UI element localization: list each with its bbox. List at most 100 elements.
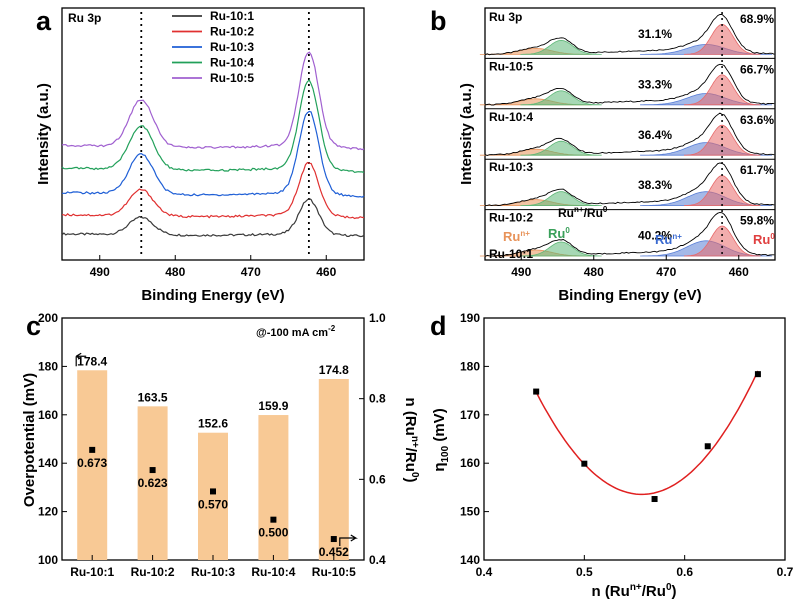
a-legend-label: Ru-10:1 — [210, 9, 254, 23]
panel-b-label: b — [430, 6, 447, 36]
c-ratio-point — [330, 536, 337, 543]
panel-d-frame — [483, 317, 786, 561]
panel-c-y2label: n (Run+/Ru0) — [402, 397, 420, 482]
b-xtick-label: 490 — [511, 265, 531, 279]
a-series-line — [61, 79, 365, 174]
c-ratio-point — [270, 516, 277, 523]
a-xtick-label: 480 — [165, 265, 185, 279]
y2label-sup2: 0 — [409, 472, 420, 478]
d-xtick-label: 0.6 — [676, 565, 693, 579]
b-xtick-label: 470 — [656, 265, 676, 279]
b-run-left-label: Run+ — [503, 229, 530, 244]
a-legend-label: Ru-10:2 — [210, 25, 254, 39]
c-right-axis-arrow — [339, 534, 358, 547]
b-ru0-percent: 63.6% — [740, 113, 774, 127]
d-ylabel-end: (mV) — [431, 408, 448, 446]
b-fit-component — [683, 124, 761, 156]
b-fit-component — [520, 90, 602, 106]
c-xtick-label: Ru-10:4 — [251, 565, 295, 579]
c-xtick-label: Ru-10:2 — [131, 565, 175, 579]
c-ratio-point — [89, 446, 96, 453]
c-ytick-label: 140 — [38, 456, 58, 470]
b-sample-label: Ru-10:2 — [489, 211, 533, 225]
panel-b-title: Ru 3p — [489, 10, 522, 24]
c-ratio-label: 0.452 — [319, 545, 349, 559]
c-ytick-label: 180 — [38, 359, 58, 373]
c-ratio-label: 0.500 — [258, 526, 288, 540]
a-series-line — [61, 161, 365, 220]
b-run-percent: 36.4% — [638, 128, 672, 142]
b-envelope-line — [484, 112, 775, 156]
d-xlabel-sup2: 0 — [666, 582, 672, 593]
c-ratio-label: 0.673 — [77, 456, 107, 470]
a-series-line — [61, 51, 365, 151]
d-fit-curve — [535, 370, 759, 496]
b-envelope-line — [485, 162, 775, 206]
b-envelope-line — [484, 63, 775, 106]
a-legend-label: Ru-10:5 — [210, 71, 254, 85]
panel-b-ylabel: Intensity (a.u.) — [458, 83, 475, 185]
b-run-percent: 31.1% — [638, 27, 672, 41]
b-sample-label: Ru-10:1 — [489, 247, 533, 261]
panel-a-ylabel: Intensity (a.u.) — [35, 83, 52, 185]
b-ru0-red-label: Ru0 — [753, 232, 775, 247]
d-ytick-label: 170 — [460, 408, 480, 422]
c-y2tick-label: 0.4 — [369, 553, 386, 567]
b-sample-label: Ru-10:5 — [489, 59, 533, 73]
a-series-line — [61, 197, 365, 238]
b-run-percent: 33.3% — [638, 77, 672, 91]
c-bar — [318, 378, 349, 560]
c-xtick-label: Ru-10:5 — [312, 565, 356, 579]
a-legend-label: Ru-10:4 — [210, 56, 254, 70]
y2label-end: ) — [402, 478, 419, 483]
b-ru0-percent: 61.7% — [740, 163, 774, 177]
d-xlabel-sup1: n+ — [630, 582, 642, 593]
c-xtick-label: Ru-10:1 — [70, 565, 114, 579]
panel-b-chart: Ru 3p Ru-10:5 31.1% 68.9% Ru-10:4 33.3% 66.7%… — [458, 7, 776, 304]
c-bar-value-label: 159.9 — [258, 399, 288, 413]
b-fit-component — [520, 39, 602, 55]
b-run-percent: 38.3% — [638, 178, 672, 192]
c-ratio-label: 0.570 — [198, 497, 228, 511]
d-ytick-label: 140 — [460, 553, 480, 567]
a-xtick-label: 470 — [241, 265, 261, 279]
annotation-sup: -2 — [328, 324, 336, 333]
c-y2tick-label: 1.0 — [369, 311, 386, 325]
panel-d-xlabel: n (Run+/Ru0) — [591, 582, 676, 600]
b-sample-label: Ru-10:4 — [489, 110, 533, 124]
d-data-point — [704, 443, 711, 450]
c-left-axis-arrow — [75, 352, 87, 360]
a-xtick-label: 490 — [90, 265, 110, 279]
y2label-main: n (Ru — [402, 397, 419, 435]
c-bar-value-label: 163.5 — [138, 390, 168, 404]
b-ru0-green-label: Ru0 — [548, 226, 570, 241]
y2label-mid: /Ru — [402, 448, 419, 472]
b-xtick-label: 480 — [584, 265, 604, 279]
d-ylabel-main: η — [431, 463, 448, 472]
panel-c-annotation: @-100 mA cm-2 — [256, 324, 336, 339]
c-ratio-point — [210, 488, 216, 495]
b-ru0-percent: 68.9% — [740, 12, 774, 26]
b-run-percent: 40.2% — [638, 229, 672, 243]
b-envelope-line — [484, 13, 775, 56]
c-bar — [258, 415, 289, 560]
a-xtick-label: 460 — [316, 265, 336, 279]
d-xtick-label: 0.7 — [777, 565, 794, 579]
panel-b-xlabel: Binding Energy (eV) — [558, 287, 701, 304]
d-ytick-label: 150 — [460, 505, 480, 519]
c-ytick-label: 160 — [38, 408, 58, 422]
b-ru0-percent: 59.8% — [740, 214, 774, 228]
b-envelope-line — [484, 212, 775, 257]
c-bar — [137, 406, 168, 560]
y2label-sup1: n+ — [409, 436, 420, 448]
d-xtick-label: 0.4 — [476, 565, 493, 579]
panel-b-frame — [484, 7, 776, 261]
c-ytick-label: 120 — [38, 505, 58, 519]
d-xlabel-mid: /Ru — [642, 583, 666, 600]
c-bar-value-label: 178.4 — [77, 354, 107, 368]
d-xtick-label: 0.5 — [576, 565, 593, 579]
d-ytick-label: 160 — [460, 456, 480, 470]
d-ytick-label: 180 — [460, 359, 480, 373]
d-xlabel-main: n (Ru — [591, 583, 629, 600]
